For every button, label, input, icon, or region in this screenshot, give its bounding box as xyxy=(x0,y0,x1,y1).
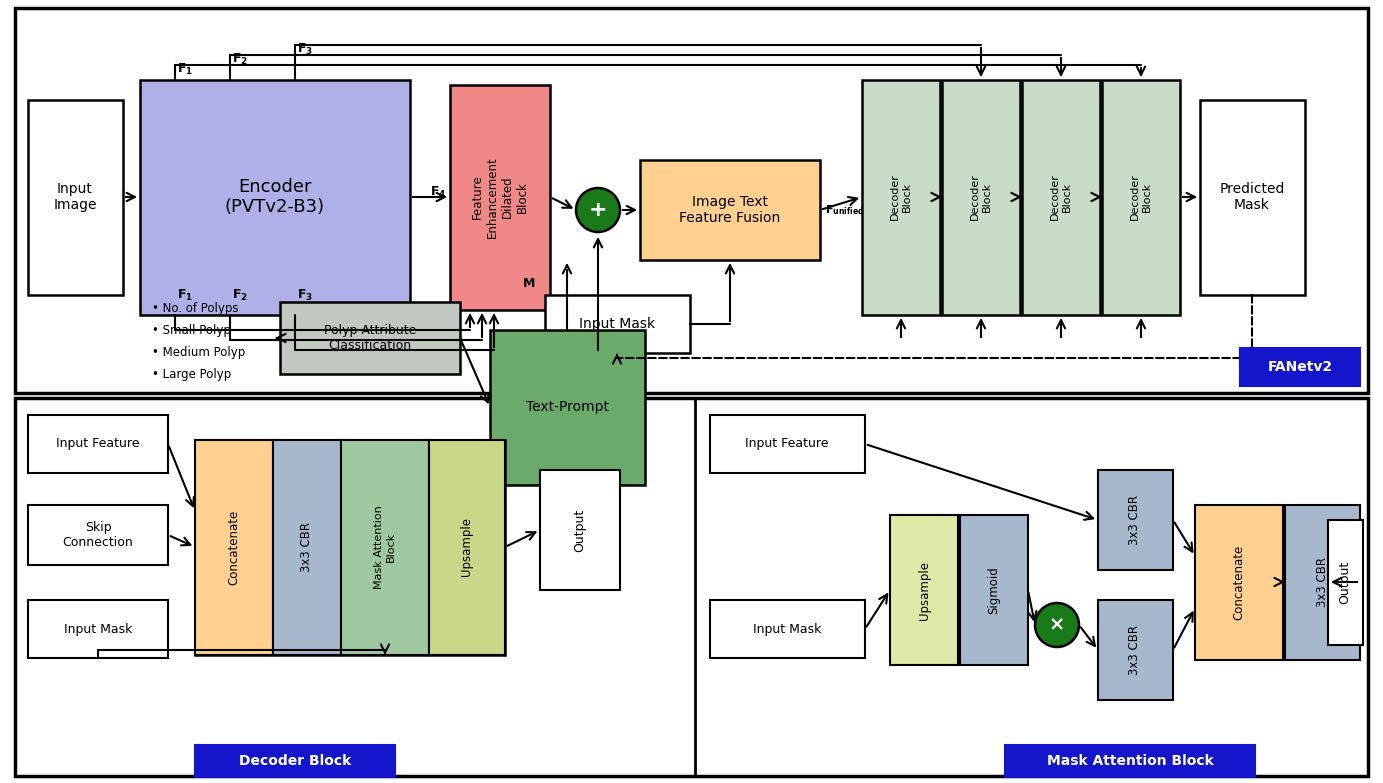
Text: Input Feature: Input Feature xyxy=(57,438,140,450)
Text: Skip
Connection: Skip Connection xyxy=(62,521,133,549)
Bar xyxy=(28,505,167,565)
Text: Image Text
Feature Fusion: Image Text Feature Fusion xyxy=(679,195,780,225)
Text: • Medium Polyp: • Medium Polyp xyxy=(152,346,245,359)
Text: Input
Image: Input Image xyxy=(54,182,97,212)
Bar xyxy=(195,745,396,777)
Bar xyxy=(279,302,461,374)
Text: Mask Attention Block: Mask Attention Block xyxy=(1047,754,1213,768)
Text: Text-Prompt: Text-Prompt xyxy=(526,400,609,414)
Bar xyxy=(1005,745,1254,777)
Text: 3x3 CBR: 3x3 CBR xyxy=(1315,557,1329,607)
Text: 3x3 CBR: 3x3 CBR xyxy=(1129,495,1141,545)
Text: Encoder
(PVTv2-B3): Encoder (PVTv2-B3) xyxy=(225,178,325,216)
Bar xyxy=(449,85,550,310)
Text: Upsample: Upsample xyxy=(917,561,931,619)
Bar xyxy=(709,415,864,473)
Bar xyxy=(272,440,342,655)
Bar xyxy=(545,295,690,353)
Bar xyxy=(1195,505,1283,660)
Text: Output: Output xyxy=(1339,561,1351,604)
Bar xyxy=(891,515,958,665)
Text: Output: Output xyxy=(574,508,586,552)
Bar xyxy=(342,440,429,655)
Text: Upsample: Upsample xyxy=(461,518,473,576)
Text: $\mathbf{F_3}$: $\mathbf{F_3}$ xyxy=(297,288,313,303)
Text: $\mathbf{F_{unified}}$: $\mathbf{F_{unified}}$ xyxy=(826,203,864,217)
Bar xyxy=(539,470,620,590)
Bar xyxy=(640,160,820,260)
Text: Concatenate: Concatenate xyxy=(227,510,241,585)
Bar xyxy=(195,440,505,655)
Text: Decoder
Block: Decoder Block xyxy=(1050,174,1072,221)
Text: Predicted
Mask: Predicted Mask xyxy=(1220,182,1285,212)
Text: • No. of Polyps: • No. of Polyps xyxy=(152,302,238,315)
Bar xyxy=(28,100,123,295)
Bar xyxy=(1022,80,1099,315)
Text: Input Feature: Input Feature xyxy=(745,438,828,450)
Text: $\mathbf{F_1}$: $\mathbf{F_1}$ xyxy=(177,288,194,303)
Bar xyxy=(960,515,1028,665)
Text: • Small Polyp: • Small Polyp xyxy=(152,324,231,337)
Bar xyxy=(709,600,864,658)
Text: $\mathbf{F_1}$: $\mathbf{F_1}$ xyxy=(177,62,194,77)
Text: +: + xyxy=(589,200,607,220)
Bar xyxy=(1098,470,1173,570)
Bar xyxy=(1285,505,1359,660)
Bar xyxy=(15,8,1368,393)
Text: Input Mask: Input Mask xyxy=(579,317,656,331)
Text: $\mathbf{F_4}$: $\mathbf{F_4}$ xyxy=(430,185,447,200)
Bar xyxy=(1328,520,1364,645)
Text: FANetv2: FANetv2 xyxy=(1267,360,1333,374)
Text: $\mathbf{M}$: $\mathbf{M}$ xyxy=(521,277,535,290)
Bar xyxy=(862,80,940,315)
Bar xyxy=(15,398,1368,776)
Text: 3x3 CBR: 3x3 CBR xyxy=(300,522,314,572)
Bar xyxy=(195,440,272,655)
Bar xyxy=(942,80,1021,315)
Circle shape xyxy=(1034,603,1079,647)
Text: Input Mask: Input Mask xyxy=(64,622,133,636)
Text: Decoder
Block: Decoder Block xyxy=(891,174,911,221)
Text: Feature
Enhancement
Dilated
Block: Feature Enhancement Dilated Block xyxy=(472,156,530,238)
Bar xyxy=(429,440,505,655)
Text: ×: × xyxy=(1048,615,1065,634)
Text: Decoder Block: Decoder Block xyxy=(239,754,351,768)
Text: $\mathbf{F_2}$: $\mathbf{F_2}$ xyxy=(232,52,248,67)
Bar xyxy=(490,330,644,485)
Text: Input Mask: Input Mask xyxy=(752,622,822,636)
Text: Sigmoid: Sigmoid xyxy=(987,566,1000,614)
Bar xyxy=(1200,100,1306,295)
Bar xyxy=(1102,80,1180,315)
Text: • Large Polyp: • Large Polyp xyxy=(152,368,231,381)
Text: Decoder
Block: Decoder Block xyxy=(971,174,992,221)
Bar xyxy=(140,80,409,315)
Circle shape xyxy=(575,188,620,232)
Text: 3x3 CBR: 3x3 CBR xyxy=(1129,625,1141,675)
Text: Concatenate: Concatenate xyxy=(1232,544,1246,619)
Text: $\mathbf{F_2}$: $\mathbf{F_2}$ xyxy=(232,288,248,303)
Bar xyxy=(1241,348,1359,386)
Text: Mask Attention
Block: Mask Attention Block xyxy=(375,505,396,589)
Text: Polyp Attribute
Classification: Polyp Attribute Classification xyxy=(324,324,416,352)
Text: Decoder
Block: Decoder Block xyxy=(1130,174,1152,221)
Bar xyxy=(1098,600,1173,700)
Bar xyxy=(28,600,167,658)
Bar xyxy=(28,415,167,473)
Text: $\mathbf{F_3}$: $\mathbf{F_3}$ xyxy=(297,42,313,57)
